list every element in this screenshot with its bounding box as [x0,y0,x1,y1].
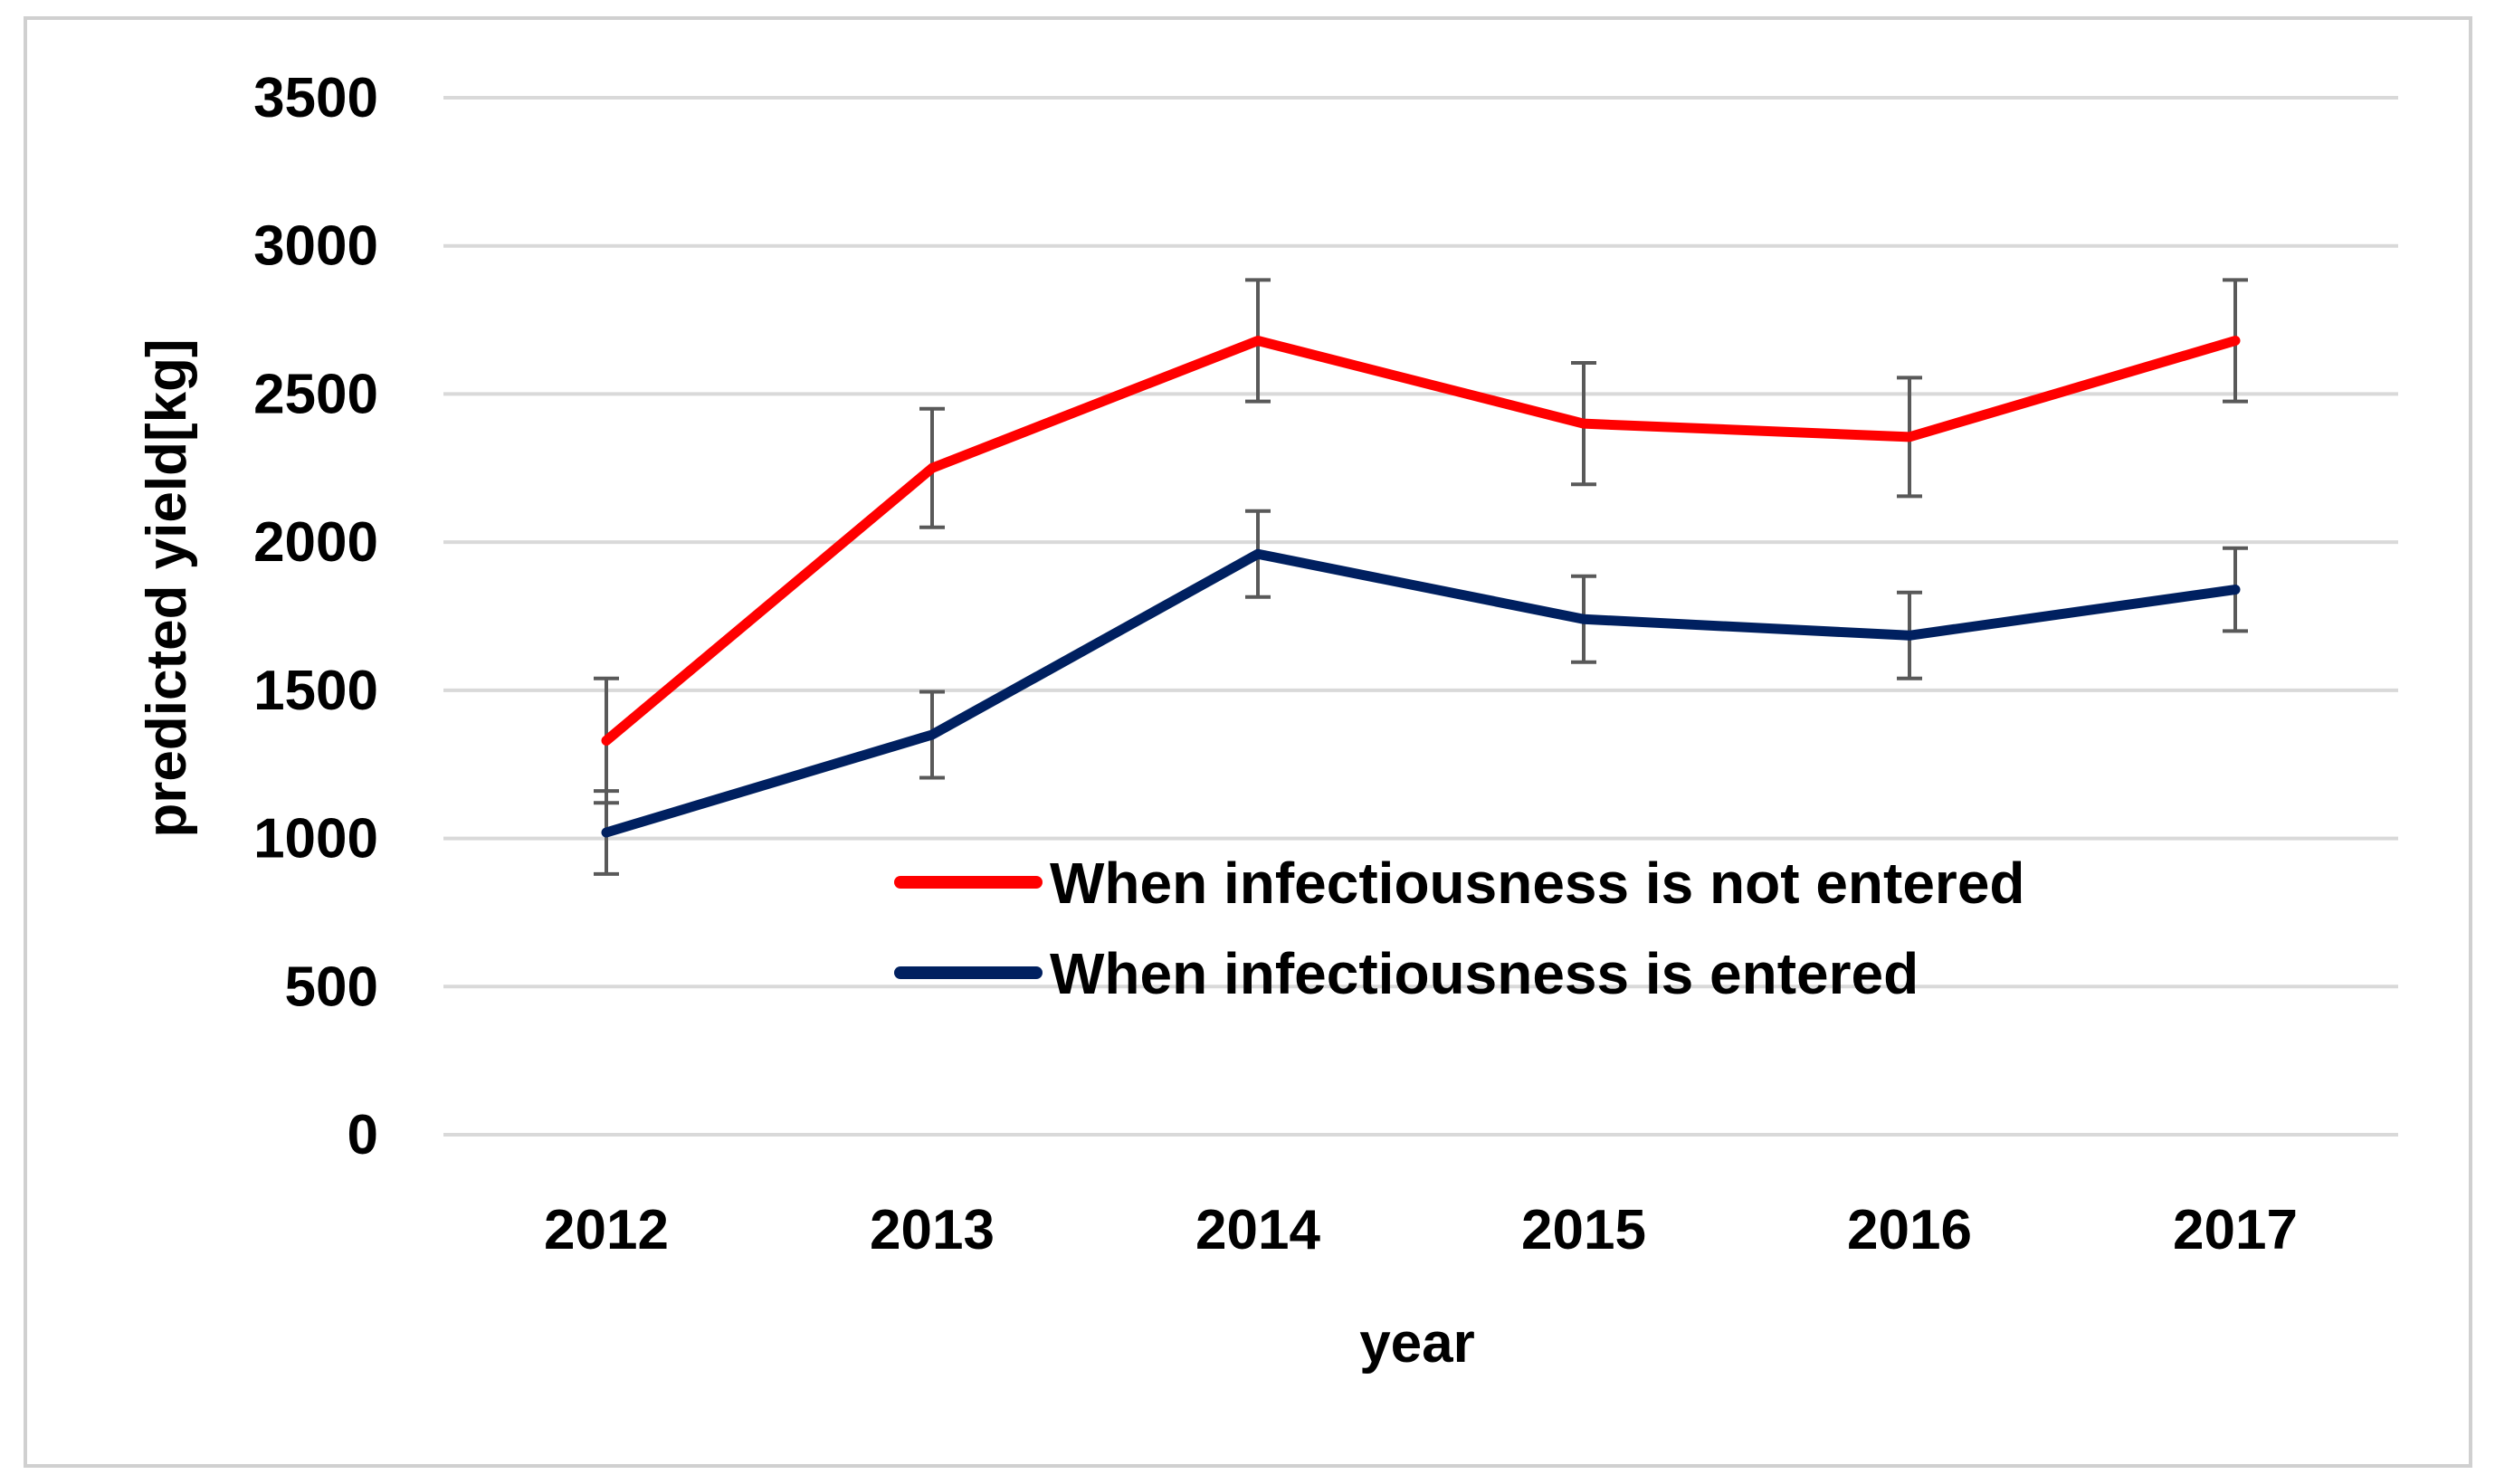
y-axis-title: predicted yield[kg] [136,338,198,837]
y-tick-label: 1000 [253,808,378,870]
legend-label-entered: When infectiousness is entered [1050,941,1919,1006]
series-lines [601,335,2241,838]
chart-border [24,16,2472,1468]
x-tick-label: 2012 [544,1199,669,1261]
x-tick-label: 2017 [2173,1199,2298,1261]
y-axis-tick-labels: 0 500 1000 1500 2000 2500 3000 3500 [253,67,378,1166]
y-tick-label: 500 [285,956,378,1018]
x-tick-label: 2014 [1195,1199,1320,1261]
y-tick-label: 3500 [253,67,378,129]
y-tick-label: 2500 [253,363,378,425]
legend: When infectiousness is not entered When … [894,851,2025,1006]
series-line-not-entered [601,335,2241,747]
error-bars [594,278,2248,876]
y-tick-label: 2000 [253,511,378,574]
y-tick-label: 1500 [253,660,378,722]
x-tick-label: 2016 [1847,1199,1972,1261]
y-tick-label: 0 [348,1104,378,1166]
x-tick-label: 2013 [870,1199,995,1261]
x-axis-tick-labels: 2012 2013 2014 2015 2016 2017 [544,1199,2298,1261]
x-axis-title: year [1359,1312,1475,1375]
series-line-entered [601,548,2241,838]
legend-label-not-entered: When infectiousness is not entered [1050,851,2025,916]
y-tick-label: 3000 [253,215,378,278]
x-tick-label: 2015 [1521,1199,1646,1261]
